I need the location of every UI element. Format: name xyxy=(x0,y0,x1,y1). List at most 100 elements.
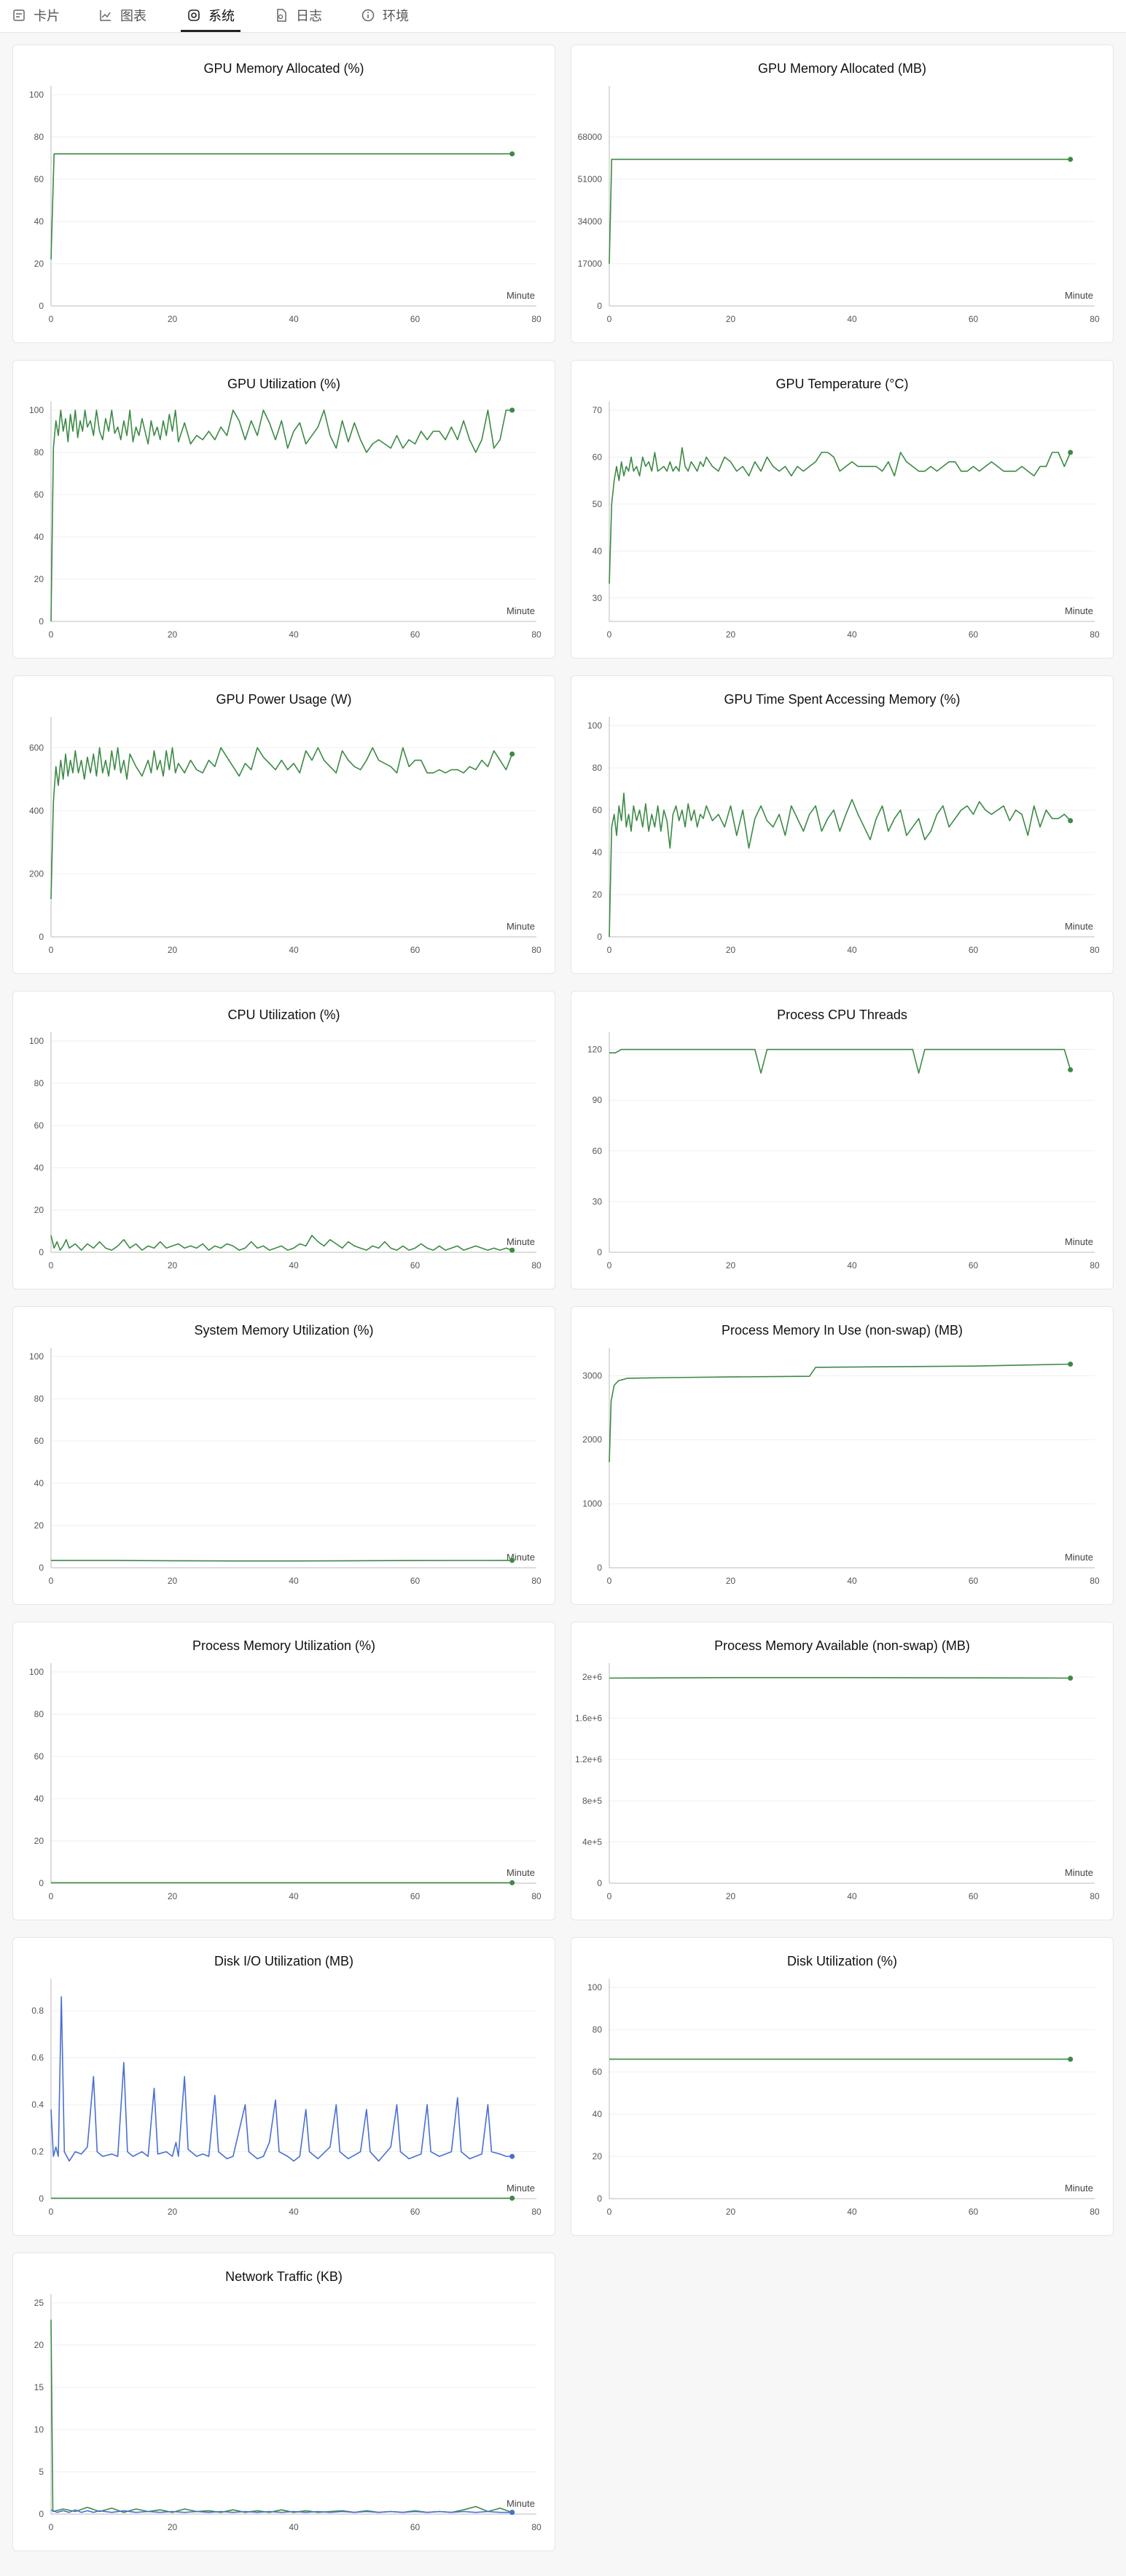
tab-label: 环境 xyxy=(383,9,409,23)
chart-plot: 0 0.2 0.4 0.6 0.8 0 20 40 60 80 Minute xyxy=(31,1979,542,2217)
x-tick-label: 60 xyxy=(410,1576,421,1586)
series-line xyxy=(50,1996,512,2162)
series-endpoint xyxy=(1068,1362,1074,1367)
x-axis-label: Minute xyxy=(507,921,535,932)
tab-logs[interactable]: 日志 xyxy=(274,0,322,31)
x-tick-label: 20 xyxy=(726,1260,736,1271)
chart-plot: 0 20 40 60 80 100 0 20 40 60 80 Minute xyxy=(29,401,542,640)
y-tick-label: 0 xyxy=(39,1878,44,1888)
x-tick-label: 20 xyxy=(726,314,736,324)
series-endpoint xyxy=(1068,157,1074,162)
y-tick-label: 0 xyxy=(39,301,44,311)
x-axis-label: Minute xyxy=(1065,921,1093,932)
chart-title: CPU Utilization (%) xyxy=(227,1008,340,1022)
y-tick-label: 2e+6 xyxy=(582,1672,602,1682)
y-tick-label: 15 xyxy=(34,2382,44,2392)
x-tick-label: 80 xyxy=(531,629,542,640)
x-tick-label: 20 xyxy=(168,2207,178,2217)
document-icon xyxy=(277,9,286,22)
x-tick-label: 40 xyxy=(847,314,857,324)
y-tick-label: 40 xyxy=(34,216,44,227)
series-endpoint xyxy=(1068,1067,1074,1072)
chart-title: GPU Memory Allocated (%) xyxy=(203,61,364,76)
y-tick-label: 40 xyxy=(34,1163,44,1173)
y-tick-label: 1.2e+6 xyxy=(575,1754,602,1764)
chart-title: GPU Utilization (%) xyxy=(227,377,341,391)
x-tick-label: 20 xyxy=(168,314,178,324)
tab-environment[interactable]: 环境 xyxy=(361,0,409,31)
chart-title: Process Memory Utilization (%) xyxy=(192,1638,376,1653)
y-tick-label: 0 xyxy=(39,1563,44,1573)
x-tick-label: 0 xyxy=(607,629,612,640)
series-endpoint xyxy=(1068,2057,1074,2062)
y-tick-label: 60 xyxy=(34,1120,44,1131)
y-tick-label: 100 xyxy=(29,90,44,100)
line-chart-icon xyxy=(100,10,111,21)
series-endpoint xyxy=(1068,1675,1074,1681)
chart-card: GPU Temperature (°C) 30 40 50 60 70 0 20 40 60 80 M… xyxy=(571,360,1114,659)
x-tick-label: 80 xyxy=(531,314,542,324)
x-axis-label: Minute xyxy=(1065,1236,1093,1247)
x-tick-label: 0 xyxy=(607,2207,612,2217)
series-endpoint xyxy=(509,2510,515,2516)
chart-plot: 0 20 40 60 80 100 0 20 40 60 80 Minute xyxy=(29,86,542,324)
y-tick-label: 0 xyxy=(39,2194,44,2204)
tab-cards[interactable]: 卡片 xyxy=(12,0,60,31)
x-tick-label: 0 xyxy=(49,314,54,324)
y-tick-label: 30 xyxy=(593,1196,603,1206)
chart-card: CPU Utilization (%) 0 20 40 60 80 100 0 20 40 60 80… xyxy=(12,991,555,1289)
y-tick-label: 0 xyxy=(39,2509,44,2519)
y-tick-label: 0 xyxy=(597,1563,602,1573)
x-tick-label: 60 xyxy=(410,2522,421,2532)
series-endpoint xyxy=(509,1247,515,1253)
y-tick-label: 40 xyxy=(34,1478,44,1488)
x-tick-label: 0 xyxy=(49,945,54,955)
y-tick-label: 80 xyxy=(34,447,44,458)
series-line xyxy=(609,447,1071,584)
series-line xyxy=(50,2320,512,2513)
x-axis-label: Minute xyxy=(507,1867,535,1878)
chart-plot: 0 17000 34000 51000 68000 0 20 40 60 80 Minute xyxy=(578,86,1100,324)
chart-card: GPU Memory Allocated (%) 0 20 40 60 80 100 0 20 4… xyxy=(12,44,555,343)
y-tick-label: 60 xyxy=(34,1751,44,1762)
chart-card: Process Memory Utilization (%) 0 20 40 60 80 1… xyxy=(12,1622,555,1920)
series-line xyxy=(50,747,513,900)
series-line xyxy=(51,1560,512,1562)
x-tick-label: 20 xyxy=(726,2207,736,2217)
y-tick-label: 100 xyxy=(587,720,602,731)
y-tick-label: 68000 xyxy=(578,132,603,142)
tab-system[interactable]: 系统 xyxy=(181,0,241,32)
x-tick-label: 60 xyxy=(410,1891,421,1901)
x-tick-label: 60 xyxy=(410,2207,421,2217)
tab-label: 卡片 xyxy=(34,9,60,23)
x-tick-label: 40 xyxy=(289,1576,299,1586)
chart-card: GPU Memory Allocated (MB) 0 17000 34000 5100… xyxy=(571,44,1114,343)
x-tick-label: 20 xyxy=(168,1576,178,1586)
chart-title: Process Memory In Use (non-swap) (MB) xyxy=(721,1323,963,1338)
series-endpoint xyxy=(509,407,515,413)
x-tick-label: 20 xyxy=(726,629,736,640)
x-axis-label: Minute xyxy=(1065,290,1093,301)
x-axis-label: Minute xyxy=(507,1236,535,1247)
x-tick-label: 0 xyxy=(49,1576,54,1586)
y-tick-label: 0 xyxy=(597,1247,602,1257)
chart-plot: 0 20 40 60 80 100 0 20 40 60 80 Minute xyxy=(587,717,1100,955)
gear-icon xyxy=(188,9,200,21)
chart-card: System Memory Utilization (%) 0 20 40 60 80 10… xyxy=(12,1306,555,1605)
y-tick-label: 0 xyxy=(39,1247,44,1257)
y-tick-label: 0.6 xyxy=(31,2053,44,2063)
x-tick-label: 80 xyxy=(1090,629,1100,640)
x-tick-label: 60 xyxy=(410,945,421,955)
x-axis-label: Minute xyxy=(1065,1867,1093,1878)
x-axis-label: Minute xyxy=(1065,1552,1093,1563)
x-tick-label: 80 xyxy=(531,1891,542,1901)
info-icon xyxy=(361,9,375,22)
chart-card: GPU Power Usage (W) 0 200 400 600 0 20 40 60 80 Mi… xyxy=(12,675,555,974)
y-tick-label: 0 xyxy=(597,932,602,942)
x-tick-label: 60 xyxy=(969,2207,979,2217)
tab-charts[interactable]: 图表 xyxy=(98,0,146,31)
x-tick-label: 60 xyxy=(410,629,421,640)
x-tick-label: 80 xyxy=(1090,2207,1100,2217)
chart-plot: 0 4e+5 8e+5 1.2e+6 1.6e+6 2e+6 0 20 40 60 80 Minute xyxy=(575,1663,1100,1901)
chart-title: System Memory Utilization (%) xyxy=(194,1323,374,1338)
